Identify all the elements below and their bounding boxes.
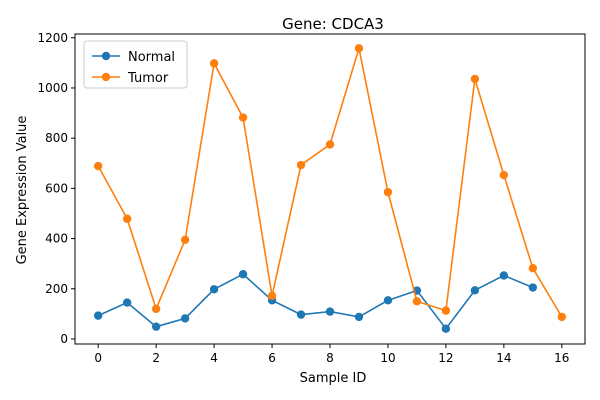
y-tick-label: 1200	[37, 31, 68, 45]
data-point-normal	[354, 312, 364, 322]
data-point-tumor	[93, 161, 103, 171]
chart-title: Gene: CDCA3	[282, 15, 384, 33]
y-tick-label: 800	[45, 131, 68, 145]
data-point-normal	[499, 271, 509, 280]
x-tick-label: 8	[326, 351, 334, 365]
data-point-tumor	[528, 263, 538, 273]
data-point-tumor	[122, 214, 132, 223]
y-tick-label: 0	[60, 332, 68, 346]
y-tick-label: 400	[45, 232, 68, 246]
y-tick-label: 1000	[37, 81, 68, 95]
x-axis-title: Sample ID	[300, 371, 367, 386]
data-point-tumor	[180, 235, 190, 245]
data-point-normal	[383, 296, 393, 305]
y-tick-label: 200	[45, 282, 68, 296]
y-tick-label: 600	[45, 181, 68, 195]
data-point-tumor	[383, 187, 393, 197]
x-tick-label: 2	[152, 351, 160, 365]
legend: Normal Tumor	[83, 40, 188, 89]
legend-label: Tumor	[127, 71, 169, 86]
legend-marker	[101, 72, 111, 82]
x-tick-label: 12	[438, 351, 453, 365]
y-axis-title: Gene Expression Value	[15, 116, 30, 265]
data-point-normal	[180, 314, 190, 323]
data-point-tumor	[499, 170, 509, 180]
legend-label: Normal	[128, 50, 175, 65]
x-tick-label: 14	[496, 351, 511, 365]
data-point-tumor	[238, 113, 248, 122]
data-point-tumor	[151, 304, 161, 314]
data-point-normal	[151, 322, 161, 331]
data-point-tumor	[267, 291, 277, 301]
plot-area: 0 2 4 6 8 10 12 14 16 0 200 400 600 800 1000 1200	[37, 31, 586, 365]
x-tick-label: 10	[380, 351, 395, 365]
series-line-normal	[97, 273, 534, 331]
series-line-tumor	[97, 48, 563, 318]
data-point-normal	[93, 311, 103, 320]
x-tick-label: 6	[268, 351, 276, 365]
data-point-normal	[528, 283, 538, 292]
data-point-normal	[122, 298, 132, 307]
data-point-tumor	[470, 74, 480, 84]
x-tick-label: 4	[210, 351, 218, 365]
data-point-normal	[470, 286, 480, 295]
data-point-normal	[325, 307, 335, 316]
data-point-tumor	[325, 140, 335, 149]
data-point-tumor	[296, 160, 306, 170]
x-tick-label: 0	[94, 351, 102, 365]
data-point-tumor	[557, 312, 567, 322]
x-tick-label: 16	[554, 351, 569, 365]
data-point-normal	[296, 310, 306, 319]
data-point-tumor	[209, 59, 219, 68]
data-point-tumor	[354, 44, 364, 53]
legend-marker	[101, 51, 111, 61]
data-point-tumor	[412, 297, 422, 306]
data-point-normal	[441, 324, 451, 333]
data-point-tumor	[441, 306, 451, 315]
data-point-normal	[238, 270, 248, 279]
data-point-normal	[209, 285, 219, 294]
